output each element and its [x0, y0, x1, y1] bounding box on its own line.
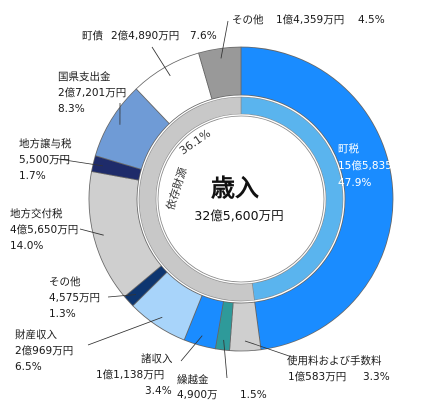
group-arc: [138, 96, 255, 302]
slice-label-percent: 14.0%: [10, 240, 43, 252]
slice-label-amount: 15億5,835万円: [338, 159, 413, 172]
slice-label-amount: 4,575万円: [49, 292, 100, 304]
slice-label-amount: 2億4,890万円: [111, 29, 179, 42]
slice-label-amount: 4億5,650万円: [10, 223, 78, 236]
pie-slice: [198, 46, 242, 100]
chart-title: 歳入: [211, 174, 259, 202]
slice-label-name: その他: [49, 275, 81, 288]
leader-line: [79, 228, 104, 236]
slice-label-percent: 3.4%: [145, 385, 172, 397]
leader-line: [244, 340, 293, 358]
slice-label-amount: 2億7,201万円: [58, 86, 126, 99]
slice-label-amount: 1億583万円: [288, 370, 346, 383]
slice-label-amount: 5,500万円: [19, 154, 70, 166]
slice-label-percent: 1.5%: [240, 389, 267, 401]
slice-label-name: 繰越金: [177, 373, 209, 386]
slice-label-amount: 1億4,359万円: [276, 13, 344, 26]
slice-label-name: 国県支出金: [58, 70, 111, 83]
leader-line: [87, 316, 163, 346]
slice-label-name: 地方譲与税: [19, 137, 72, 150]
slice-label-percent: 6.5%: [15, 361, 42, 373]
slice-label-percent: 47.9%: [338, 177, 371, 189]
slice-label-percent: 3.3%: [363, 371, 390, 383]
chart-total: 32億5,600万円: [194, 208, 283, 223]
slice-label-percent: 1.3%: [49, 308, 76, 320]
slice-label-name: 町税: [338, 142, 359, 155]
slice-label-percent: 7.6%: [190, 30, 217, 42]
pie-slice: [240, 46, 394, 351]
leader-line: [180, 335, 203, 362]
slice-label-amount: 1億1,138万円: [96, 368, 164, 381]
center-hole: [157, 115, 325, 283]
slice-label-name: 諸収入: [141, 352, 173, 365]
slice-label-name: 財産収入: [15, 328, 57, 341]
leader-line: [151, 46, 171, 77]
slice-label-amount: 2億969万円: [15, 344, 73, 357]
slice-label-percent: 8.3%: [58, 103, 85, 115]
slice-label-name: 町債: [82, 29, 103, 42]
slice-label-name: 使用料および手数料: [287, 354, 382, 367]
inner-group-ring: [138, 96, 344, 302]
slice-label-name: その他: [232, 13, 264, 26]
slice-label-percent: 4.5%: [358, 14, 385, 26]
leader-line: [223, 339, 228, 379]
outer-slices: [88, 46, 394, 352]
slice-label-name: 地方交付税: [10, 207, 63, 220]
leader-line: [220, 20, 229, 59]
slice-label-amount: 4,900万: [177, 389, 218, 401]
leader-line: [57, 158, 103, 167]
slice-label-percent: 1.7%: [19, 170, 46, 182]
leader-lines: [57, 20, 293, 379]
leader-line: [107, 294, 137, 298]
